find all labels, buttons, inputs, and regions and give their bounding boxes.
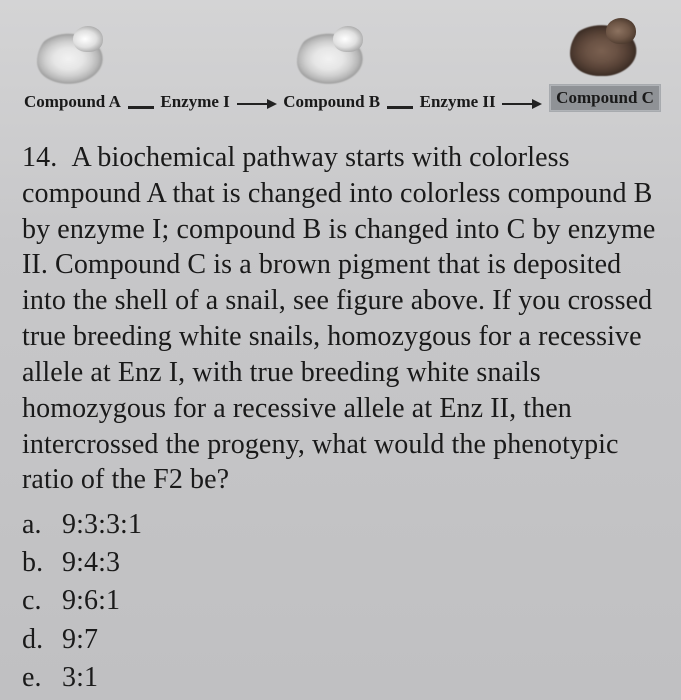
- enzyme-ii-label: Enzyme II: [420, 92, 496, 112]
- option-c: c. 9:6:1: [22, 582, 659, 620]
- enzyme-ii-cell: Enzyme II: [420, 92, 496, 112]
- dash-icon: [128, 106, 154, 109]
- dash-b-to-enz2: [387, 106, 413, 109]
- arrow-enz1-to-b: [237, 99, 277, 109]
- option-value: 9:7: [62, 621, 98, 659]
- compound-b-cell: Compound B: [283, 28, 380, 112]
- question-number: 14.: [22, 142, 57, 173]
- pathway-figure: Compound A Enzyme I Compound B Enzyme II: [22, 20, 663, 112]
- dash-a-to-enz1: [128, 106, 154, 109]
- question-block: 14. A biochemical pathway starts with co…: [22, 140, 659, 697]
- option-letter: b.: [22, 544, 48, 582]
- option-e: e. 3:1: [22, 659, 659, 697]
- compound-a-label: Compound A: [24, 92, 121, 112]
- question-text: A biochemical pathway starts with colorl…: [22, 142, 655, 495]
- option-letter: e.: [22, 659, 48, 697]
- option-value: 9:3:3:1: [62, 506, 142, 544]
- option-d: d. 9:7: [22, 621, 659, 659]
- arrow-icon: [502, 99, 542, 109]
- enzyme-i-label: Enzyme I: [160, 92, 229, 112]
- option-letter: a.: [22, 506, 48, 544]
- option-a: a. 9:3:3:1: [22, 506, 659, 544]
- snail-shell-white-icon: [297, 28, 367, 84]
- options-list: a. 9:3:3:1 b. 9:4:3 c. 9:6:1 d. 9:7 e. 3…: [22, 506, 659, 696]
- compound-c-box: Compound C: [549, 84, 661, 112]
- compound-c-cell: Compound C: [549, 20, 661, 112]
- option-letter: d.: [22, 621, 48, 659]
- arrow-icon: [237, 99, 277, 109]
- arrow-enz2-to-c: [502, 99, 542, 109]
- option-b: b. 9:4:3: [22, 544, 659, 582]
- snail-shell-white-icon: [37, 28, 107, 84]
- option-value: 3:1: [62, 659, 98, 697]
- page: Compound A Enzyme I Compound B Enzyme II: [0, 0, 681, 700]
- enzyme-i-cell: Enzyme I: [160, 92, 229, 112]
- option-value: 9:4:3: [62, 544, 120, 582]
- compound-a-cell: Compound A: [24, 28, 121, 112]
- question-body: 14. A biochemical pathway starts with co…: [22, 140, 659, 498]
- option-value: 9:6:1: [62, 582, 120, 620]
- compound-b-label: Compound B: [283, 92, 380, 112]
- snail-shell-brown-icon: [570, 20, 640, 76]
- compound-c-label: Compound C: [556, 88, 654, 108]
- option-letter: c.: [22, 582, 48, 620]
- dash-icon: [387, 106, 413, 109]
